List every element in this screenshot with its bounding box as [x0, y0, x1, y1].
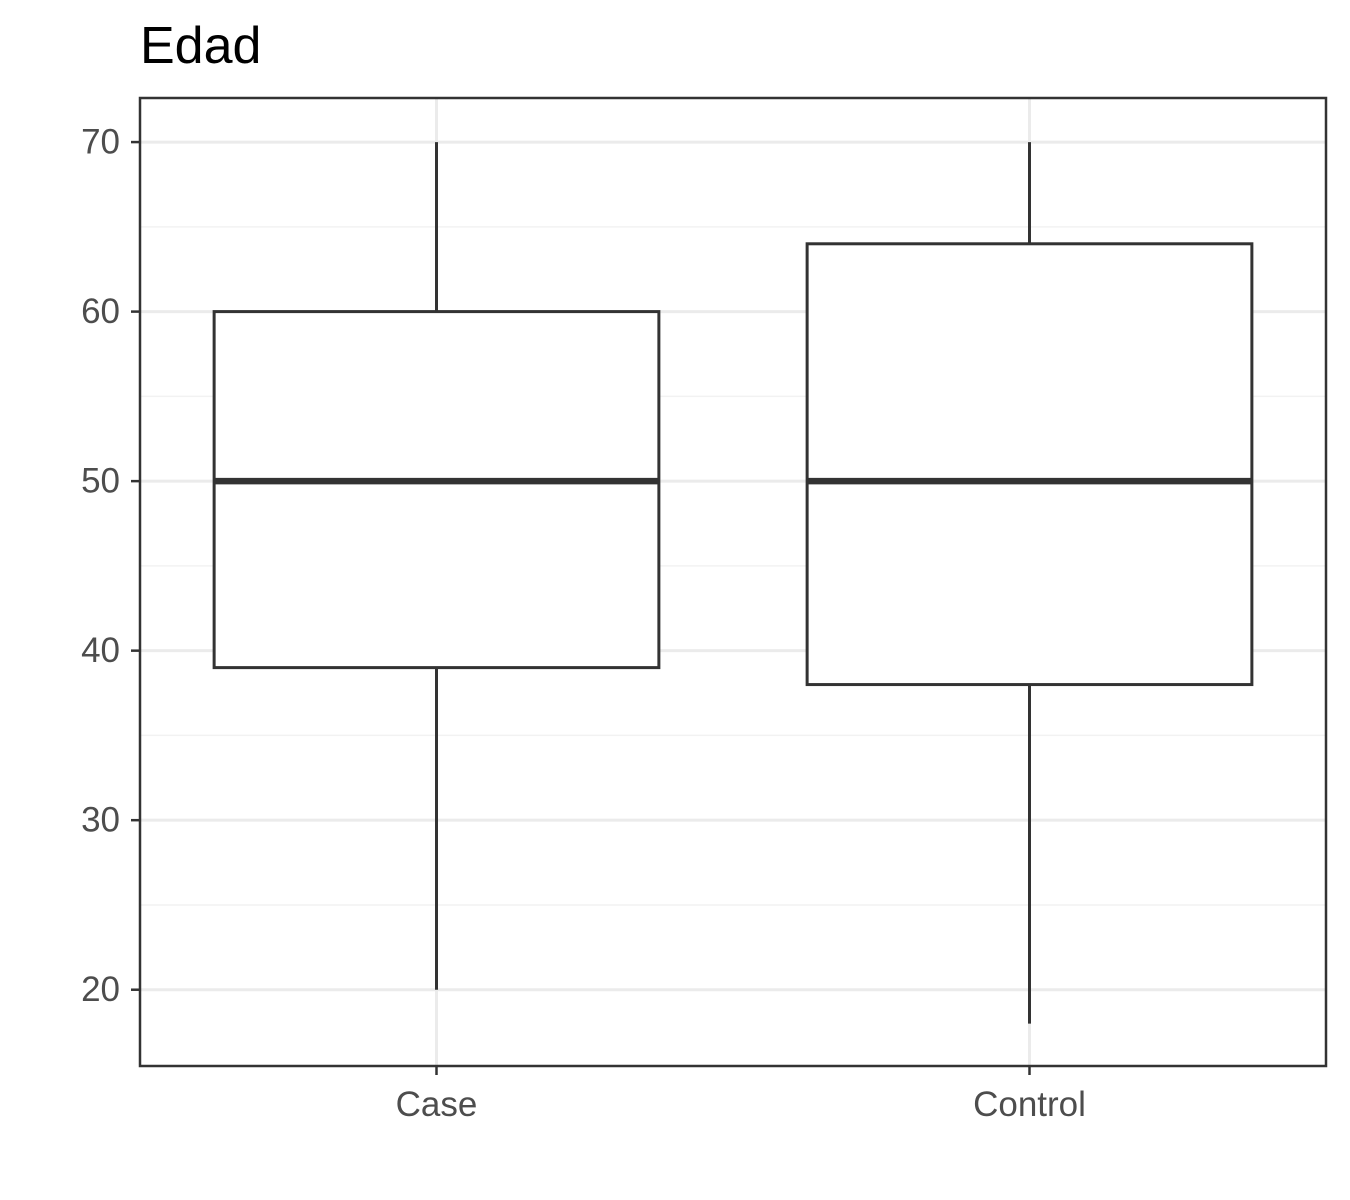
iqr-box [805, 242, 1254, 687]
iqr-box [212, 310, 661, 670]
box-series [212, 142, 1254, 1024]
y-tick-label: 50 [81, 462, 120, 501]
y-tick-label: 60 [81, 292, 120, 331]
chart-title: Edad [140, 17, 262, 75]
box-control [805, 142, 1254, 1024]
x-tick-label: Control [973, 1085, 1086, 1124]
y-tick-label: 20 [81, 970, 120, 1009]
panel-border [138, 96, 1328, 1068]
y-tick-label: 30 [81, 801, 120, 840]
y-axis: 20 30 40 50 60 70 [81, 123, 140, 1009]
box-case [212, 142, 661, 990]
y-tick-label: 70 [81, 123, 120, 162]
x-tick-label: Case [396, 1085, 478, 1124]
x-axis: Case Control [396, 1066, 1086, 1124]
y-tick-label: 40 [81, 631, 120, 670]
